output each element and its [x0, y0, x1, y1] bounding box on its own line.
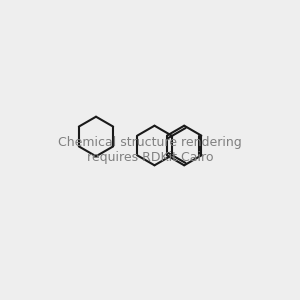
- Text: Chemical structure rendering
requires RDKit Cairo: Chemical structure rendering requires RD…: [58, 136, 242, 164]
